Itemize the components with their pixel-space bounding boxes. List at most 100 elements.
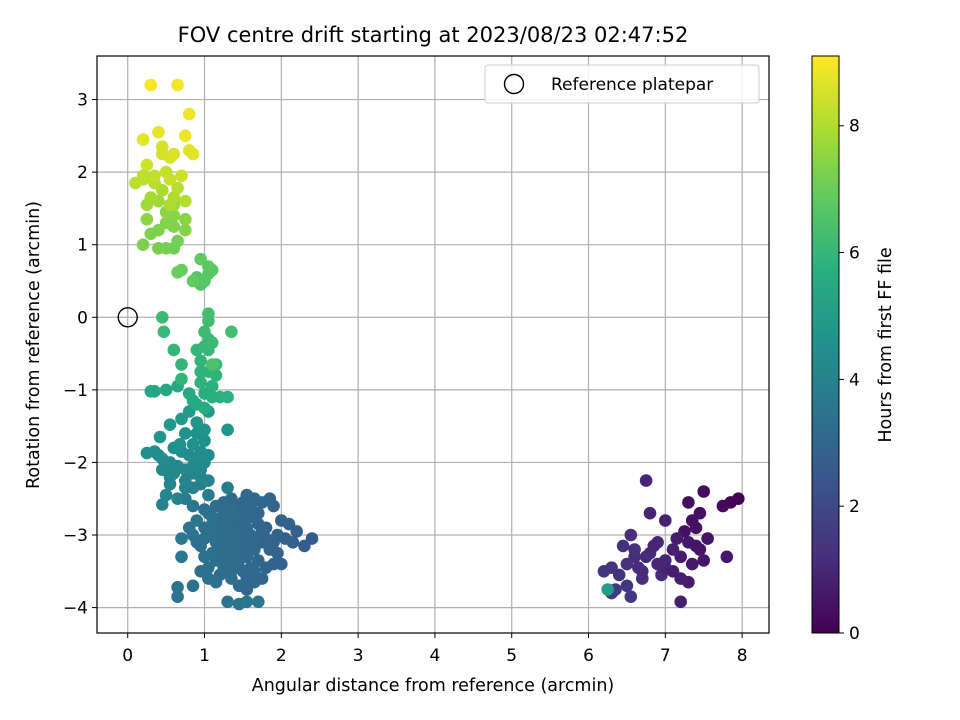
data-point bbox=[186, 528, 200, 542]
data-point bbox=[620, 579, 634, 593]
data-point bbox=[140, 446, 154, 460]
legend-box bbox=[484, 64, 760, 104]
data-point bbox=[163, 173, 177, 186]
data-point bbox=[697, 485, 710, 498]
data-point bbox=[194, 463, 207, 477]
x-tick-label: 0 bbox=[122, 646, 133, 666]
data-point bbox=[173, 438, 187, 451]
data-point bbox=[685, 514, 699, 527]
data-point bbox=[275, 557, 288, 571]
data-point bbox=[198, 550, 211, 564]
data-point bbox=[186, 274, 200, 288]
data-point bbox=[666, 543, 680, 556]
data-point bbox=[221, 423, 234, 437]
data-point bbox=[209, 554, 223, 567]
data-point bbox=[144, 191, 158, 204]
data-point bbox=[632, 561, 645, 574]
grid-lines bbox=[97, 56, 769, 633]
data-point bbox=[221, 481, 234, 495]
y-tick-label: 0 bbox=[77, 308, 88, 328]
x-tick-label: 5 bbox=[506, 646, 517, 666]
legend-marker-icon bbox=[503, 73, 525, 95]
data-point bbox=[267, 499, 280, 513]
data-point bbox=[171, 492, 184, 506]
colorbar-tick-label: 4 bbox=[849, 370, 860, 390]
data-point bbox=[624, 590, 638, 603]
data-point bbox=[674, 595, 687, 609]
y-tick-label: −3 bbox=[63, 526, 88, 546]
y-axis-ticks: −4 −3 −2 −1 0 1 2 3 bbox=[63, 91, 97, 619]
data-point bbox=[628, 543, 641, 556]
y-tick-label: 2 bbox=[77, 163, 88, 183]
y-tick-label: −4 bbox=[63, 599, 88, 619]
data-point bbox=[682, 496, 695, 509]
colorbar-label: Hours from first FF file bbox=[876, 247, 896, 442]
data-point bbox=[171, 581, 184, 594]
legend-label: Reference platepar bbox=[551, 75, 713, 95]
data-point bbox=[275, 514, 288, 527]
data-point bbox=[205, 358, 219, 371]
data-point bbox=[152, 125, 165, 139]
data-point bbox=[198, 325, 211, 339]
data-point bbox=[159, 383, 173, 397]
data-point bbox=[144, 78, 158, 92]
data-point bbox=[171, 234, 184, 248]
data-point bbox=[136, 169, 150, 183]
data-point bbox=[202, 343, 215, 357]
data-point bbox=[140, 158, 154, 172]
legend: Reference platepar bbox=[484, 64, 760, 104]
data-point bbox=[159, 488, 173, 502]
data-point bbox=[136, 238, 150, 251]
data-point bbox=[148, 169, 161, 183]
data-point bbox=[298, 539, 311, 553]
x-axis-ticks: 0 1 2 3 4 5 6 7 8 bbox=[122, 633, 748, 666]
data-point bbox=[198, 521, 211, 535]
data-point bbox=[194, 252, 207, 266]
data-point bbox=[179, 213, 192, 226]
data-point bbox=[221, 390, 234, 404]
colorbar-tick-label: 0 bbox=[849, 624, 860, 644]
data-point bbox=[701, 532, 714, 545]
data-point bbox=[286, 536, 300, 549]
data-point bbox=[157, 325, 171, 339]
colorbar-ticks: 0 2 4 6 8 bbox=[839, 117, 860, 644]
data-point bbox=[171, 266, 184, 279]
data-point bbox=[202, 307, 215, 321]
data-point bbox=[217, 506, 230, 520]
data-point bbox=[171, 181, 184, 195]
data-point bbox=[179, 223, 192, 237]
data-point bbox=[251, 595, 265, 609]
x-axis-label: Angular distance from reference (arcmin) bbox=[252, 676, 615, 696]
data-point bbox=[171, 78, 184, 92]
data-point bbox=[182, 107, 196, 121]
data-point bbox=[209, 536, 223, 549]
data-point bbox=[693, 543, 707, 556]
data-point bbox=[685, 557, 699, 571]
data-point bbox=[240, 595, 254, 609]
data-point bbox=[643, 506, 657, 520]
data-point bbox=[240, 583, 254, 596]
data-point bbox=[179, 427, 192, 440]
data-point bbox=[194, 365, 207, 379]
data-point bbox=[202, 488, 215, 502]
data-point bbox=[666, 565, 680, 578]
data-point bbox=[186, 438, 200, 451]
y-tick-label: −1 bbox=[63, 381, 88, 401]
colorbar-gradient bbox=[811, 55, 840, 634]
data-point bbox=[225, 325, 238, 339]
data-point bbox=[647, 539, 661, 553]
reference-point-marker bbox=[117, 307, 138, 328]
data-point bbox=[171, 590, 184, 603]
data-point bbox=[167, 147, 181, 161]
data-point bbox=[136, 133, 150, 146]
data-point bbox=[179, 474, 192, 487]
chart-title: FOV centre drift starting at 2023/08/23 … bbox=[178, 23, 689, 47]
data-point bbox=[624, 528, 638, 542]
plot-frame bbox=[96, 55, 770, 634]
data-point bbox=[202, 474, 215, 487]
data-point bbox=[620, 557, 634, 571]
data-point bbox=[236, 565, 250, 578]
y-tick-label: 1 bbox=[77, 236, 88, 256]
data-point bbox=[601, 583, 614, 596]
